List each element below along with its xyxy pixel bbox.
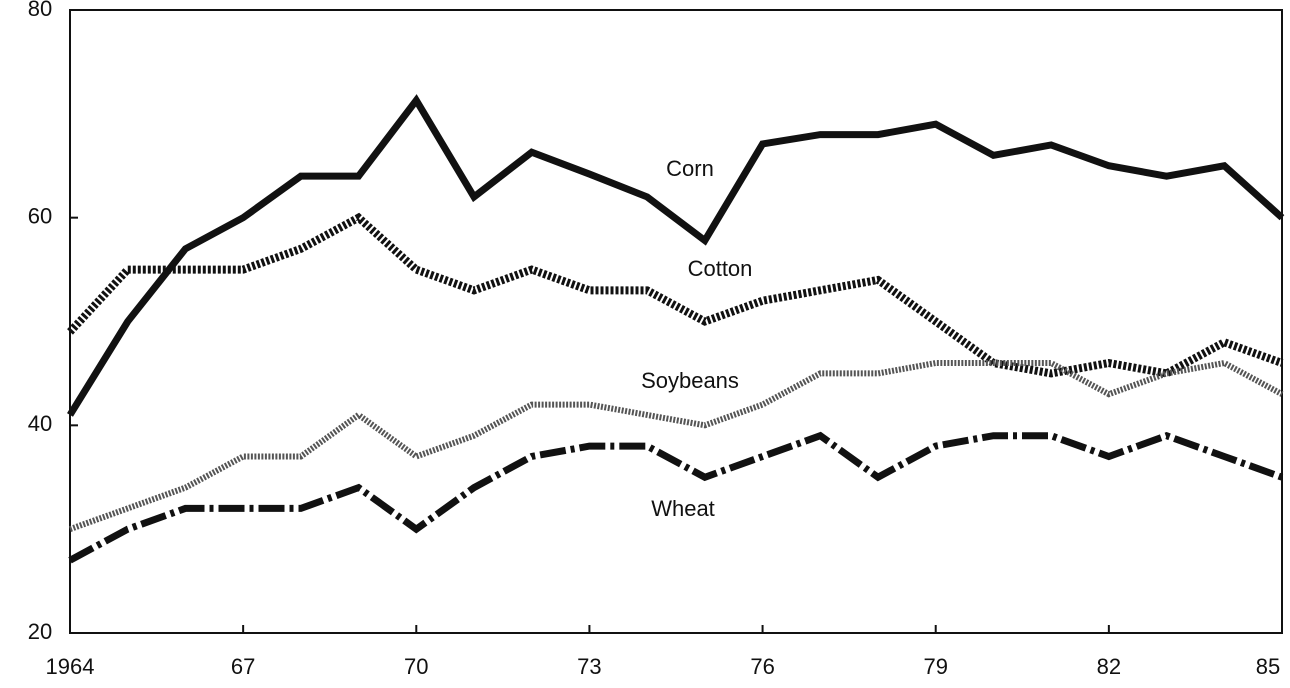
y-tick-label: 20 — [28, 619, 52, 644]
series-line — [68, 359, 1284, 532]
x-tick-label: 67 — [231, 654, 255, 679]
x-tick-label: 73 — [577, 654, 601, 679]
series-label: Cotton — [688, 256, 753, 281]
x-tick-label: 70 — [404, 654, 428, 679]
series-line — [67, 212, 1284, 378]
x-tick-label: 76 — [750, 654, 774, 679]
x-tick-label: 79 — [923, 654, 947, 679]
y-tick-label: 60 — [28, 203, 52, 228]
series-label: Corn — [666, 156, 714, 181]
series-line — [67, 94, 1285, 417]
series-label: Wheat — [651, 496, 715, 521]
x-tick-label: 1964 — [46, 654, 95, 679]
series-label: Soybeans — [641, 368, 739, 393]
x-tick-label: 82 — [1097, 654, 1121, 679]
y-tick-label: 40 — [28, 411, 52, 436]
x-tick-label: 85 — [1256, 654, 1280, 679]
y-tick-label: 80 — [28, 0, 52, 21]
series-line — [68, 431, 1284, 564]
plot-frame — [69, 9, 1283, 634]
